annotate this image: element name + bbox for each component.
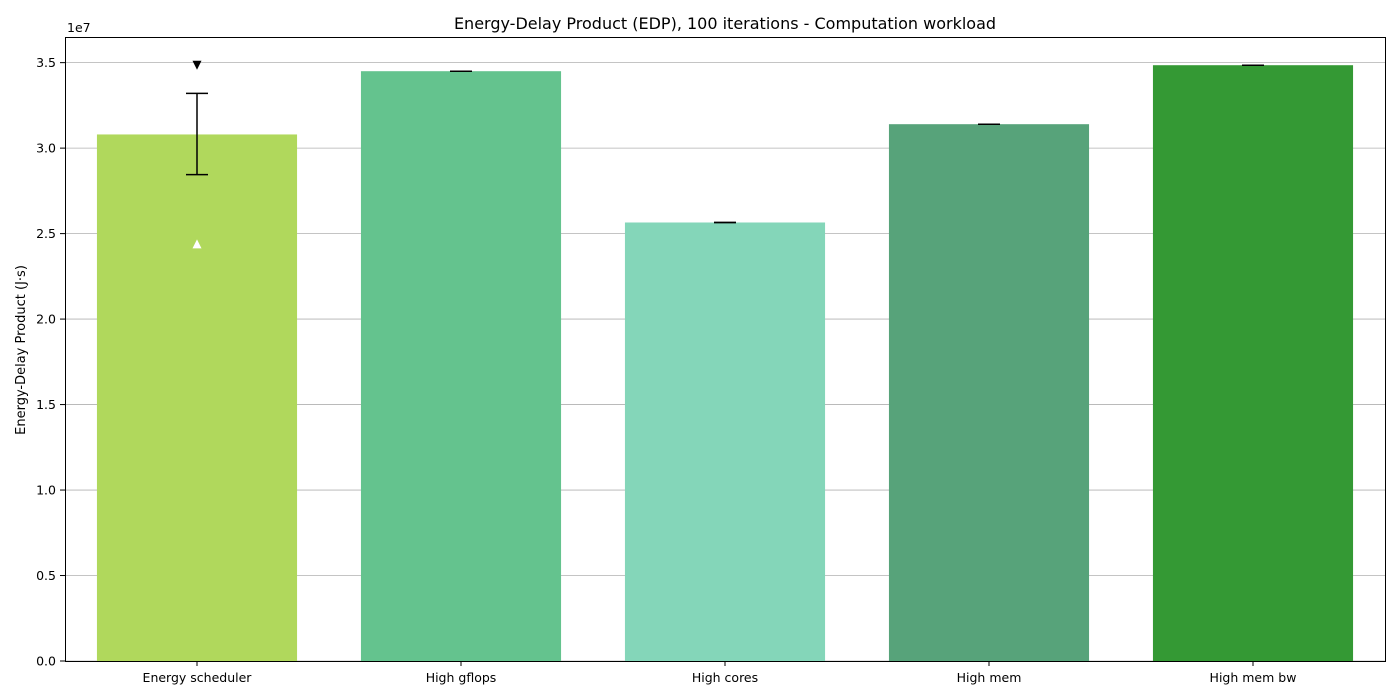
max-marker [192, 60, 202, 70]
x-tick-label: High mem [957, 670, 1022, 685]
bar [888, 124, 1090, 662]
y-axis-ticks: 0.0 0.5 1.0 1.5 2.0 2.5 3.0 3.5 [36, 55, 65, 669]
marker-layer [192, 60, 202, 249]
bar-layer [96, 65, 1354, 662]
y-tick-label: 3.5 [36, 55, 56, 70]
y-tick-label: 2.0 [36, 312, 56, 327]
y-tick-label: 3.0 [36, 141, 56, 156]
bar [1152, 65, 1354, 661]
bar [360, 71, 562, 662]
y-tick-label: 1.5 [36, 397, 56, 412]
min-marker [192, 239, 202, 249]
bar [96, 134, 298, 661]
error-bar-layer [186, 64, 1264, 224]
x-tick-label: Energy scheduler [143, 670, 253, 685]
x-axis-ticks: Energy scheduler High gflops High cores Hig… [143, 661, 1297, 685]
y-tick-label: 0.0 [36, 654, 56, 669]
y-axis-label: Energy-Delay Product (J·s) [14, 265, 29, 435]
x-tick-label: High gflops [426, 670, 497, 685]
y-tick-label: 1.0 [36, 483, 56, 498]
y-tick-label: 0.5 [36, 568, 56, 583]
y-multiplier-label: 1e7 [67, 20, 91, 35]
x-tick-label: High cores [692, 670, 758, 685]
chart-title: Energy-Delay Product (EDP), 100 iteratio… [454, 14, 996, 33]
bar [624, 222, 826, 661]
y-tick-label: 2.5 [36, 226, 56, 241]
x-tick-label: High mem bw [1210, 670, 1297, 685]
